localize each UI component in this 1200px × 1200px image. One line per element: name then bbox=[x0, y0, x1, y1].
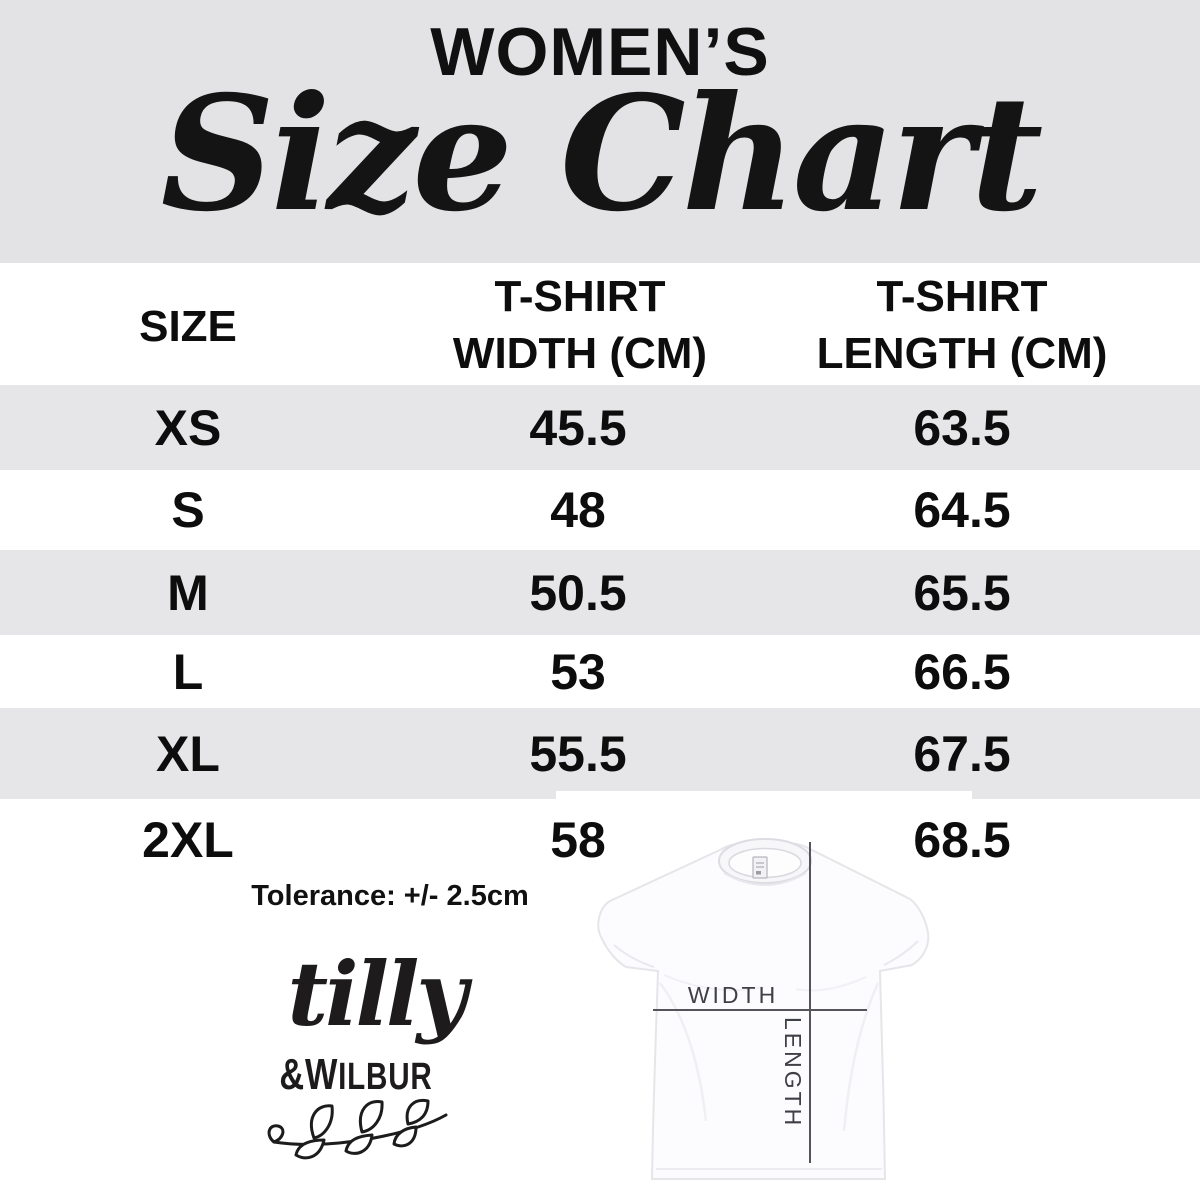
width-cell: 53 bbox=[550, 643, 606, 700]
length-cell: 66.5 bbox=[913, 643, 1011, 700]
column-header-size: SIZE bbox=[139, 302, 237, 351]
tolerance-note: Tolerance: +/- 2.5cm bbox=[251, 880, 529, 912]
length-cell: 67.5 bbox=[913, 725, 1011, 782]
tshirt-diagram: WIDTH LENGTH bbox=[597, 838, 930, 1180]
laurel-branch-icon bbox=[267, 1098, 448, 1160]
width-label: WIDTH bbox=[688, 982, 778, 1008]
tshirt-photo: WIDTH LENGTH bbox=[556, 791, 972, 1200]
hero-kicker: WOMEN’S bbox=[430, 14, 770, 90]
column-header-width-line2: WIDTH (CM) bbox=[452, 329, 708, 378]
width-cell: 45.5 bbox=[529, 399, 627, 456]
length-cell: 64.5 bbox=[913, 482, 1011, 538]
table-row-xl: XL 55.5 67.5 bbox=[0, 708, 1200, 799]
length-cell: 63.5 bbox=[913, 399, 1011, 456]
width-cell: 55.5 bbox=[529, 725, 627, 782]
length-label: LENGTH bbox=[780, 1017, 806, 1128]
table-row-s: S 48 64.5 bbox=[0, 470, 1200, 550]
size-cell: XL bbox=[156, 725, 220, 782]
column-header-length-line2: LENGTH (CM) bbox=[816, 329, 1108, 378]
size-cell: M bbox=[167, 564, 209, 621]
brand-logo-caps: &WILBUR bbox=[279, 1050, 433, 1099]
width-cell: 58 bbox=[550, 811, 606, 868]
width-cell: 50.5 bbox=[529, 564, 627, 621]
width-cell: 48 bbox=[550, 482, 606, 538]
length-cell: 65.5 bbox=[913, 564, 1011, 621]
neck-tag-icon bbox=[752, 856, 768, 879]
column-header-length-line1: T-SHIRT bbox=[876, 272, 1048, 321]
column-header-width: T-SHIRT WIDTH (CM) bbox=[380, 268, 780, 382]
table-row-l: L 53 66.5 bbox=[0, 635, 1200, 708]
size-cell: XS bbox=[154, 399, 222, 456]
brand-logo-script: tilly bbox=[287, 942, 467, 1046]
column-header-width-line1: T-SHIRT bbox=[494, 272, 666, 321]
table-row-2xl: 2XL 58 68.5 bbox=[0, 799, 1200, 880]
size-table: XS 45.5 63.5 S 48 64.5 M 50.5 65.5 L 53 66.5 XL 55.5 6… bbox=[0, 385, 1200, 880]
size-cell: S bbox=[171, 482, 205, 538]
table-row-xs: XS 45.5 63.5 bbox=[0, 385, 1200, 470]
table-row-m: M 50.5 65.5 bbox=[0, 550, 1200, 635]
column-header-length: T-SHIRT LENGTH (CM) bbox=[762, 268, 1162, 382]
hero-banner: WOMEN’S Size Chart bbox=[0, 0, 1200, 263]
size-cell: 2XL bbox=[142, 811, 234, 868]
length-cell: 68.5 bbox=[913, 811, 1011, 868]
page-title: Size Chart bbox=[160, 62, 1044, 247]
size-cell: L bbox=[172, 643, 204, 700]
